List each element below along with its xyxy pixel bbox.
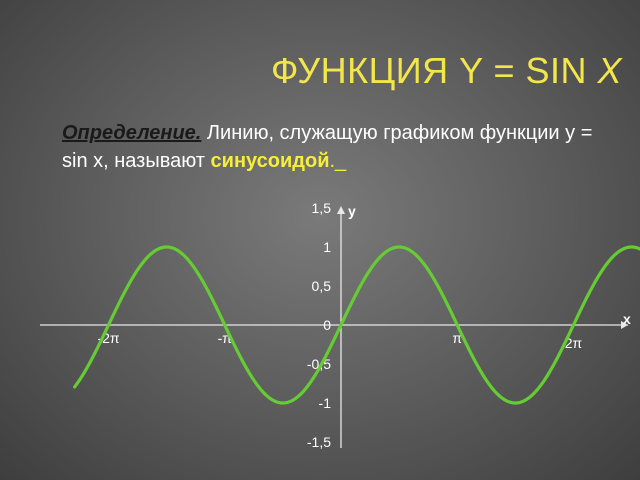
x-tick-label: 2π xyxy=(565,335,583,351)
x-axis-arrow xyxy=(621,321,628,329)
y-tick-label: 1,5 xyxy=(312,200,332,216)
y-tick-label: 0 xyxy=(323,317,331,333)
definition-body: Линию, служащую графиком функции y = sin… xyxy=(62,122,593,172)
slide-title: ФУНКЦИЯ Y = SIN X xyxy=(271,50,622,92)
x-tick-label: π xyxy=(452,330,462,346)
definition-term: Определение. xyxy=(62,122,202,144)
title-variable: X xyxy=(597,50,622,91)
definition-highlight: синусоидой xyxy=(210,150,330,172)
y-axis-arrow xyxy=(337,206,345,214)
y-tick-label: 1 xyxy=(323,239,331,255)
y-tick-label: 0,5 xyxy=(312,278,332,294)
x-axis-label: x xyxy=(623,311,631,327)
y-tick-label: -1 xyxy=(319,395,332,411)
y-tick-label: -1,5 xyxy=(307,434,331,450)
definition-text: Определение. Линию, служащую графиком фу… xyxy=(62,119,622,175)
definition-trail: ._ xyxy=(329,150,347,172)
sine-curve xyxy=(73,245,640,405)
title-prefix: ФУНКЦИЯ Y = SIN xyxy=(270,50,598,91)
y-axis-label: y xyxy=(348,203,356,219)
